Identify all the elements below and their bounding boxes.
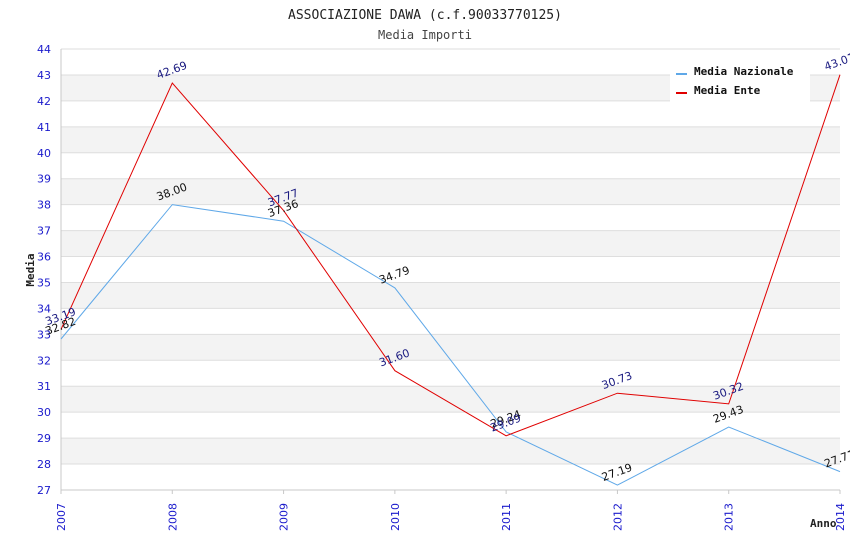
- legend-box: [670, 60, 810, 102]
- y-tick-label: 43: [37, 69, 51, 82]
- y-axis-label: Media: [24, 253, 37, 286]
- x-tick-label: 2011: [500, 503, 513, 531]
- grid-band: [61, 178, 840, 205]
- grid-band: [61, 386, 840, 413]
- y-tick-labels: 27 28 29 30 31 32 33 34 35 36 37 38 39 40 41 42 43 44: [37, 43, 51, 497]
- y-tick-label: 44: [37, 43, 51, 56]
- y-tick-label: 29: [37, 432, 51, 445]
- y-tick-label: 30: [37, 406, 51, 419]
- y-tick-label: 38: [37, 199, 51, 212]
- y-tick-label: 40: [37, 147, 51, 160]
- y-tick-label: 42: [37, 95, 51, 108]
- x-axis-label: Anno: [810, 517, 837, 530]
- data-labels-group: 32.8238.0037.3634.7929.2427.1929.4327.71…: [44, 51, 850, 484]
- x-tick-label: 2012: [611, 503, 624, 531]
- y-tick-label: 33: [37, 328, 51, 341]
- legend-entry: Media Nazionale: [694, 65, 794, 78]
- y-tick-label: 28: [37, 458, 51, 471]
- x-tick-label: 2013: [723, 503, 736, 531]
- x-tick-label: 2009: [278, 503, 291, 531]
- y-tick-label: 32: [37, 354, 51, 367]
- y-tick-label: 39: [37, 173, 51, 186]
- y-tick-label: 41: [37, 121, 51, 134]
- series-line-0: [60, 204, 841, 486]
- grid-lines: [61, 48, 840, 491]
- series-line-1: [60, 74, 841, 437]
- data-label: 43.01: [823, 51, 850, 74]
- y-tick-label: 36: [37, 251, 51, 264]
- series-group: [60, 74, 841, 486]
- y-tick-label: 37: [37, 225, 51, 238]
- legend-entry: Media Ente: [694, 84, 761, 97]
- axes: [60, 49, 840, 491]
- chart-subtitle: Media Importi: [378, 28, 472, 42]
- grid-band: [61, 334, 840, 361]
- x-tick-label: 2008: [166, 503, 179, 531]
- grid-band: [61, 230, 840, 257]
- y-tick-label: 27: [37, 484, 51, 497]
- chart-title: ASSOCIAZIONE DAWA (c.f.90033770125): [288, 8, 562, 23]
- grid-bands: [61, 74, 840, 465]
- y-tick-label: 31: [37, 380, 51, 393]
- y-tick-label: 35: [37, 276, 51, 289]
- grid-band: [61, 126, 840, 153]
- x-tick-label: 2007: [55, 503, 68, 531]
- x-tick-labels: 2007 2008 2009 2010 2011 2012 2013 2014: [55, 490, 847, 531]
- legend: Media Nazionale Media Ente: [670, 60, 810, 102]
- y-tick-label: 34: [37, 302, 51, 315]
- grid-band: [61, 438, 840, 465]
- x-tick-label: 2010: [389, 503, 402, 531]
- grid-band: [61, 282, 840, 309]
- x-tick-label: 2014: [834, 503, 847, 531]
